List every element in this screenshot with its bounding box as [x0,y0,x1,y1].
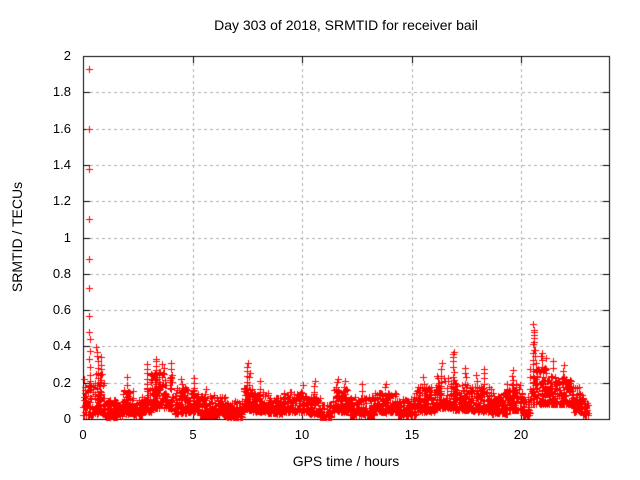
x-tick-label: 15 [404,427,420,442]
y-tick-label: 0.8 [52,266,71,281]
x-tick-label: 20 [513,427,529,442]
y-tick-label: 1 [63,230,71,245]
x-tick-label: 10 [294,427,310,442]
y-tick-label: 2 [63,48,71,63]
y-tick-label: 0.2 [52,375,71,390]
y-tick-label: 0 [63,411,71,426]
y-tick-label: 1.8 [52,84,71,99]
x-tick-label: 5 [189,427,197,442]
y-tick-label: 0.4 [52,338,71,353]
y-tick-label: 1.2 [52,193,71,208]
x-axis-label: GPS time / hours [292,453,400,469]
y-tick-label: 1.6 [52,121,71,136]
y-tick-label: 1.4 [52,157,71,172]
chart-title: Day 303 of 2018, SRMTID for receiver bai… [214,17,478,33]
y-tick-label: 0.6 [52,302,71,317]
x-tick-label: 0 [79,427,87,442]
